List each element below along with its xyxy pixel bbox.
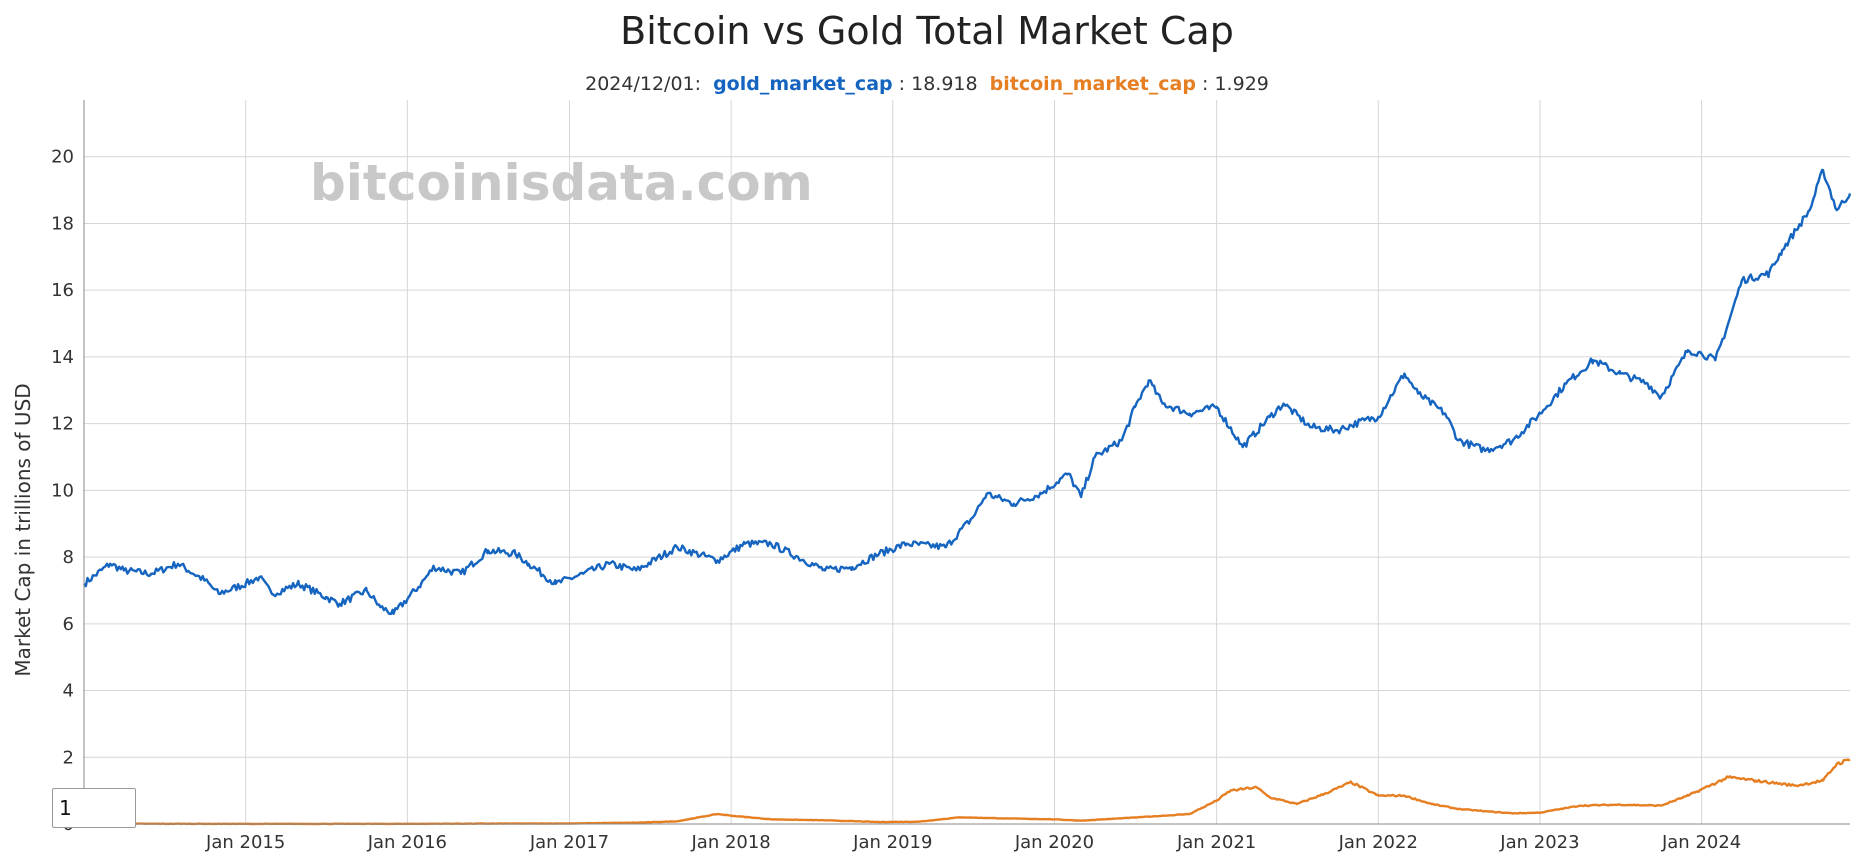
legend-gold-value: : 18.918 bbox=[899, 73, 978, 95]
grid bbox=[84, 100, 1850, 824]
y-tick-label: 16 bbox=[51, 280, 74, 301]
y-tick-label: 6 bbox=[63, 614, 74, 635]
x-tick-label: Jan 2019 bbox=[852, 832, 932, 853]
x-tick-label: Jan 2017 bbox=[529, 832, 609, 853]
x-tick-label: Jan 2024 bbox=[1661, 832, 1741, 853]
y-tick-label: 12 bbox=[51, 414, 74, 435]
y-tick-label: 20 bbox=[51, 147, 74, 168]
x-tick-label: Jan 2020 bbox=[1014, 832, 1094, 853]
x-tick-label: Jan 2022 bbox=[1338, 832, 1418, 853]
chart-title: Bitcoin vs Gold Total Market Cap bbox=[620, 9, 1234, 53]
y-tick-label: 2 bbox=[63, 747, 74, 768]
y-tick-label: 4 bbox=[63, 681, 74, 702]
watermark: bitcoinisdata.com bbox=[310, 154, 813, 212]
x-tick-label: Jan 2015 bbox=[205, 832, 285, 853]
legend-date: 2024/12/01: bbox=[585, 73, 701, 95]
series-layer bbox=[83, 168, 1852, 826]
series-line-gold-market-cap[interactable] bbox=[83, 168, 1852, 616]
series-line-bitcoin-market-cap[interactable] bbox=[83, 758, 1851, 826]
y-tick-label: 14 bbox=[51, 347, 74, 368]
roll-period-input[interactable] bbox=[52, 788, 136, 828]
y-tick-label: 10 bbox=[51, 480, 74, 501]
y-tick-label: 8 bbox=[63, 547, 74, 568]
y-tick-label: 18 bbox=[51, 213, 74, 234]
x-tick-label: Jan 2016 bbox=[367, 832, 447, 853]
legend: 2024/12/01: gold_market_cap : 18.918 bit… bbox=[585, 73, 1269, 95]
y-axis-label: Market Cap in trillions of USD bbox=[11, 383, 35, 676]
x-tick-label: Jan 2021 bbox=[1176, 832, 1256, 853]
x-tick-label: Jan 2018 bbox=[690, 832, 770, 853]
legend-gold-key: gold_market_cap bbox=[713, 73, 893, 95]
x-tick-label: Jan 2023 bbox=[1499, 832, 1579, 853]
legend-bitcoin-key: bitcoin_market_cap bbox=[990, 73, 1196, 95]
legend-bitcoin-value: : 1.929 bbox=[1202, 73, 1269, 95]
